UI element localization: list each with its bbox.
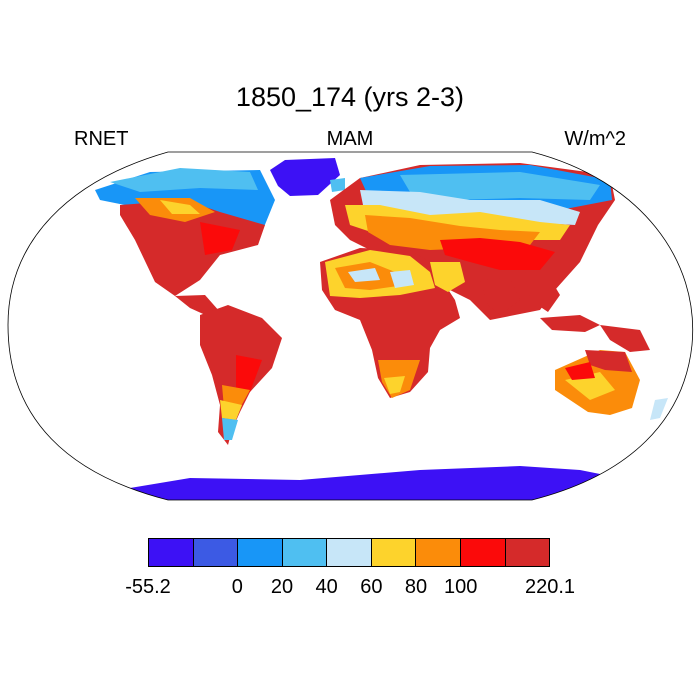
colorbar-tick-label: 80 (404, 576, 428, 598)
colorbar-swatch (371, 539, 417, 566)
colorbar-swatch (149, 539, 194, 566)
arabian-peninsula (430, 262, 465, 292)
colorbar-swatch (282, 539, 328, 566)
colorbar-swatch (193, 539, 239, 566)
map-boundary (7, 151, 694, 501)
colorbar-tick-label: 0 (231, 576, 243, 598)
colorbar-tick-label: 60 (360, 576, 383, 598)
iceland (330, 178, 345, 192)
eurasia (330, 163, 615, 320)
season-label: MAM (326, 128, 374, 150)
colorbar-swatch (460, 539, 506, 566)
colorbar-swatch (238, 539, 283, 566)
maritime-southeast-asia (540, 315, 650, 352)
colorbar-tick-label: 20 (270, 576, 294, 598)
map-title: 1850_174 (yrs 2-3) (235, 82, 465, 112)
colorbar-tick-label: 40 (315, 576, 338, 598)
south-america (200, 305, 282, 445)
antarctica (130, 466, 650, 500)
colorbar-swatch (327, 539, 372, 566)
colorbar-swatch (505, 539, 550, 566)
north-america (95, 158, 340, 318)
colorbar-swatch (416, 539, 461, 566)
colorbar-tick-label: 220.1 (524, 576, 576, 598)
new-zealand (650, 398, 668, 420)
australia (555, 350, 640, 415)
colorbar-tick-label: 100 (443, 576, 478, 598)
colorbar-tick-label: -55.2 (125, 576, 171, 598)
africa (320, 248, 460, 398)
variable-label: RNET (74, 128, 129, 150)
units-label: W/m^2 (564, 128, 626, 150)
colorbar (148, 538, 550, 567)
